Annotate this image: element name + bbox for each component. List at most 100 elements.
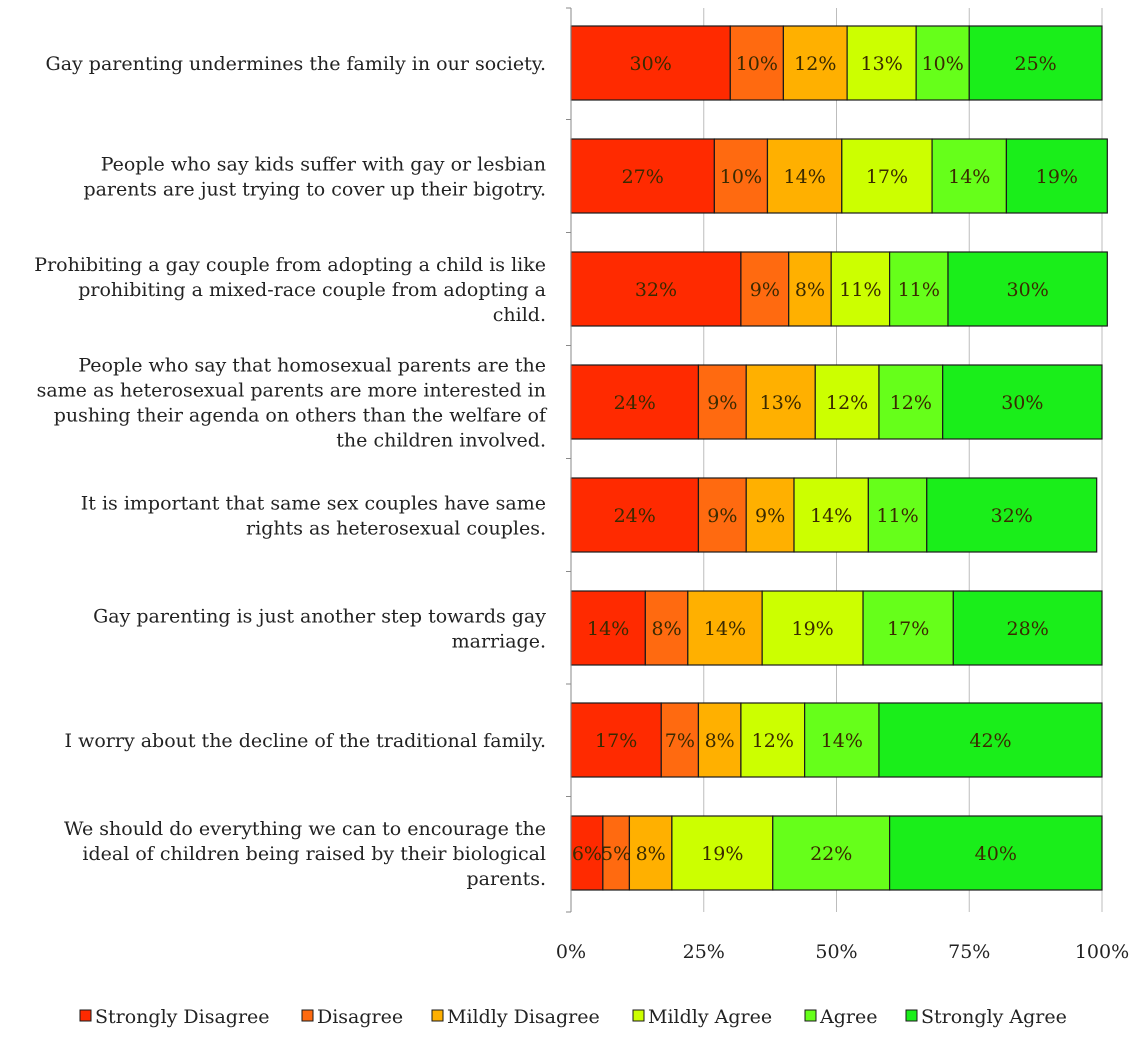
bar-segment (766, 138, 843, 214)
bar-segment (697, 477, 747, 553)
legend-label: Disagree (317, 1006, 403, 1028)
bar-segment (729, 25, 784, 101)
x-tick-label: 50% (815, 941, 857, 963)
bar-segment (841, 138, 933, 214)
legend-swatch (905, 1009, 918, 1022)
category-label: Prohibiting a gay couple from adopting a… (34, 254, 546, 276)
bar-segment (570, 25, 731, 101)
data-label: 22% (810, 843, 852, 865)
bar-segment (804, 702, 880, 778)
bar-segment (846, 25, 917, 101)
bar-segment (697, 702, 742, 778)
category-label: People who say that homosexual parents a… (78, 355, 546, 377)
data-label: 11% (839, 279, 881, 301)
category-label: I worry about the decline of the traditi… (65, 730, 546, 752)
category-label: ideal of children being raised by their … (82, 843, 546, 865)
data-label: 19% (701, 843, 743, 865)
category-label: the children involved. (336, 430, 546, 452)
bar-segment (570, 364, 700, 440)
data-label: 40% (975, 843, 1017, 865)
data-label: 11% (898, 279, 940, 301)
category-label: marriage. (452, 631, 546, 653)
x-tick-label: 75% (948, 941, 990, 963)
data-label: 14% (784, 166, 826, 188)
legend-swatch (431, 1009, 444, 1022)
legend-label: Mildly Disagree (447, 1006, 600, 1028)
bar-segment (772, 815, 891, 891)
bar-segment (878, 702, 1103, 778)
bar-segment (570, 590, 646, 666)
data-label: 24% (614, 392, 656, 414)
data-label: 28% (1007, 618, 1049, 640)
bar-segment (931, 138, 1008, 214)
legend-label: Agree (819, 1006, 877, 1028)
data-label: 17% (595, 730, 637, 752)
bar-segment (862, 590, 954, 666)
data-label: 42% (969, 730, 1011, 752)
data-label: 7% (665, 730, 695, 752)
category-label: People who say kids suffer with gay or l… (101, 154, 546, 176)
bar-segment (761, 590, 864, 666)
legend-swatch (79, 1009, 92, 1022)
data-label: 14% (948, 166, 990, 188)
bar-segment (740, 251, 790, 327)
x-tick-label: 0% (556, 941, 586, 963)
x-tick-label: 100% (1075, 941, 1129, 963)
y-axis (566, 7, 572, 913)
bar-segment (602, 815, 631, 891)
category-label: It is important that same sex couples ha… (81, 493, 546, 515)
data-label: 12% (890, 392, 932, 414)
bar-segment (745, 364, 816, 440)
data-label: 14% (704, 618, 746, 640)
bar-segment (968, 25, 1103, 101)
bar-segment (782, 25, 848, 101)
data-label: 14% (821, 730, 863, 752)
data-label: 25% (1015, 53, 1057, 75)
data-label: 30% (1001, 392, 1043, 414)
category-label: Gay parenting undermines the family in o… (46, 53, 546, 75)
data-label: 8% (652, 618, 682, 640)
bar-segment (697, 364, 747, 440)
category-label: Gay parenting is just another step towar… (93, 606, 546, 628)
bar-segment (942, 364, 1103, 440)
data-label: 19% (791, 618, 833, 640)
category-label: child. (493, 304, 546, 326)
bar-segment (952, 590, 1103, 666)
data-label: 10% (922, 53, 964, 75)
data-label: 17% (887, 618, 929, 640)
bar-segment (947, 251, 1108, 327)
data-label: 13% (760, 392, 802, 414)
bar-segment (745, 477, 795, 553)
legend-swatch (632, 1009, 645, 1022)
x-tick-label: 25% (683, 941, 725, 963)
data-label: 11% (876, 505, 918, 527)
data-label: 30% (1007, 279, 1049, 301)
data-label: 9% (755, 505, 785, 527)
data-label: 8% (795, 279, 825, 301)
bar-segment (888, 815, 1103, 891)
category-label: same as heterosexual parents are more in… (37, 380, 546, 402)
data-label: 30% (630, 53, 672, 75)
category-label: We should do everything we can to encour… (64, 818, 546, 840)
category-label: parents. (467, 868, 546, 890)
bar-segment (740, 702, 806, 778)
bar-segment (793, 477, 869, 553)
data-label: 6% (572, 843, 602, 865)
category-labels: Gay parenting undermines the family in o… (34, 53, 548, 890)
data-label: 10% (736, 53, 778, 75)
bar-segment (926, 477, 1098, 553)
legend: Strongly Disagree Disagree Mildly Disagree… (79, 1006, 1067, 1028)
data-label: 12% (826, 392, 868, 414)
category-label: pushing their agenda on others than the … (54, 405, 548, 427)
data-label: 19% (1036, 166, 1078, 188)
legend-swatch (301, 1009, 314, 1022)
data-label: 10% (720, 166, 762, 188)
category-label: rights as heterosexual couples. (246, 518, 546, 540)
data-label: 27% (622, 166, 664, 188)
data-label: 12% (752, 730, 794, 752)
category-label: prohibiting a mixed-race couple from ado… (78, 279, 546, 301)
legend-label: Strongly Agree (921, 1006, 1067, 1028)
data-label: 5% (601, 843, 631, 865)
data-label: 17% (866, 166, 908, 188)
